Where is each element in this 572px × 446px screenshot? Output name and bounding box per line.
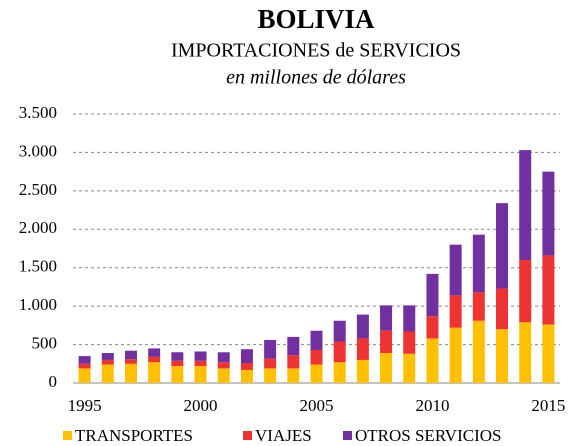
x-tick-label: 2010 — [415, 396, 449, 415]
bar-segment — [380, 330, 393, 354]
bar-segment — [264, 339, 277, 359]
bar-segment — [542, 255, 555, 325]
bar-segment — [519, 260, 532, 323]
bar-segment — [287, 355, 300, 369]
bar-segment — [449, 244, 462, 296]
legend-label: OTROS SERVICIOS — [355, 426, 501, 445]
bar-segment — [380, 305, 393, 331]
bar-segment — [264, 358, 277, 369]
bar-segment — [380, 353, 393, 383]
bar-segment — [519, 150, 532, 261]
y-tick-label: 2.500 — [19, 180, 57, 199]
bar-segment — [171, 360, 184, 367]
bar-segment — [171, 352, 184, 361]
bar-segment — [449, 295, 462, 328]
bar-segment — [542, 324, 555, 383]
y-tick-label: 500 — [32, 333, 58, 352]
bar-segment — [194, 351, 207, 361]
bar-segment — [148, 356, 161, 363]
bar-segment — [356, 338, 369, 360]
bar-segment — [217, 368, 230, 383]
bar-segment — [217, 362, 230, 369]
bar-segment — [78, 363, 91, 369]
y-tick-label: 0 — [49, 372, 58, 391]
axis-label: en millones de dólares — [226, 67, 406, 89]
x-tick-label: 2005 — [300, 396, 334, 415]
y-tick-label: 3.000 — [19, 141, 57, 160]
bar-segment — [426, 273, 439, 317]
bar-segment — [472, 234, 485, 293]
bar-segment — [240, 349, 253, 364]
y-tick-label: 2.000 — [19, 218, 57, 237]
legend-label: VIAJES — [255, 426, 312, 445]
bar-segment — [496, 329, 509, 383]
legend-label: TRANSPORTES — [75, 426, 193, 445]
bar-segment — [496, 288, 509, 330]
bar-segment — [101, 364, 114, 383]
bar-segment — [310, 330, 323, 350]
bar-segment — [426, 316, 439, 339]
bar-segment — [124, 363, 137, 383]
bar-segment — [333, 341, 346, 363]
bar-segment — [356, 314, 369, 339]
bar-segment — [148, 348, 161, 357]
bar-segment — [426, 338, 439, 383]
legend-swatch — [63, 431, 72, 440]
bar-segment — [356, 359, 369, 383]
bar-segment — [333, 320, 346, 342]
bar-segment — [287, 368, 300, 383]
bar-segment — [287, 336, 300, 356]
bar-segment — [519, 322, 532, 383]
x-tick-label: 2015 — [531, 396, 565, 415]
bar-segment — [496, 203, 509, 289]
bar-segment — [310, 364, 323, 383]
y-tick-label: 3.500 — [19, 103, 57, 122]
bar-segment — [217, 352, 230, 363]
bar-segment — [101, 359, 114, 365]
bar-segment — [78, 368, 91, 383]
bar-segment — [101, 353, 114, 360]
bar-segment — [449, 327, 462, 383]
bar-segment — [124, 359, 137, 364]
bar-segment — [333, 362, 346, 383]
bar-segment — [78, 356, 91, 364]
bar-segment — [240, 369, 253, 383]
bar-segment — [542, 171, 555, 256]
bar-segment — [472, 320, 485, 383]
chart-subtitle: IMPORTACIONES de SERVICIOS — [171, 40, 461, 62]
bar-segment — [240, 363, 253, 370]
bar-segment — [171, 366, 184, 383]
bar-segment — [403, 331, 416, 354]
bar-segment — [124, 350, 137, 360]
bar-segment — [194, 366, 207, 383]
x-tick-label: 2000 — [184, 396, 218, 415]
y-tick-label: 1.000 — [19, 295, 57, 314]
bar-segment — [403, 305, 416, 332]
chart-title: BOLIVIA — [257, 4, 375, 34]
bar-segment — [264, 368, 277, 383]
legend-swatch — [343, 431, 352, 440]
y-tick-label: 1.500 — [19, 257, 57, 276]
legend-swatch — [243, 431, 252, 440]
bar-segment — [472, 292, 485, 321]
x-tick-label: 1995 — [68, 396, 102, 415]
bar-segment — [148, 362, 161, 383]
bar-segment — [310, 349, 323, 365]
bar-segment — [403, 353, 416, 383]
bar-segment — [194, 360, 207, 367]
